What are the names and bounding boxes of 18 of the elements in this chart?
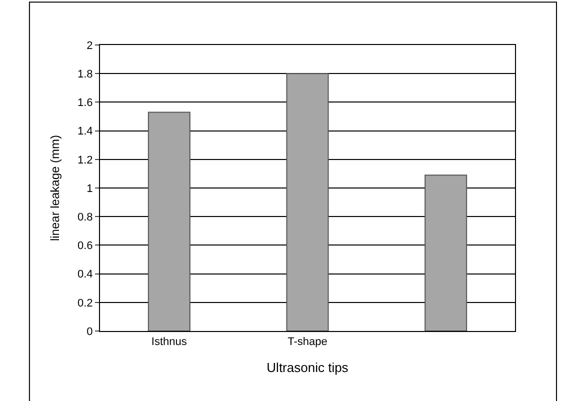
- bar: [148, 112, 190, 331]
- bar: [286, 73, 329, 331]
- y-tick-label: 2: [86, 40, 93, 52]
- bar: [424, 174, 468, 331]
- y-tick-label: 0: [86, 326, 93, 338]
- y-tick-label: 0.6: [78, 240, 93, 252]
- y-tick-label: 0.4: [78, 268, 93, 281]
- y-tick-label: 0.2: [78, 297, 93, 310]
- x-axis-title: Ultrasonic tips: [266, 360, 349, 375]
- y-tick-label: 0.8: [78, 211, 93, 224]
- x-tick-label: Isthnus: [151, 336, 188, 348]
- y-tick-label: 1.2: [78, 154, 93, 166]
- y-tick-label: 1.4: [78, 126, 93, 138]
- y-axis-title: linear leakage (mm): [48, 134, 62, 242]
- y-tick-label: 1.6: [78, 97, 93, 110]
- y-tick-label: 1.8: [78, 68, 93, 80]
- y-tick-label: 1: [86, 182, 93, 195]
- x-tick-label: T-shape: [288, 336, 328, 348]
